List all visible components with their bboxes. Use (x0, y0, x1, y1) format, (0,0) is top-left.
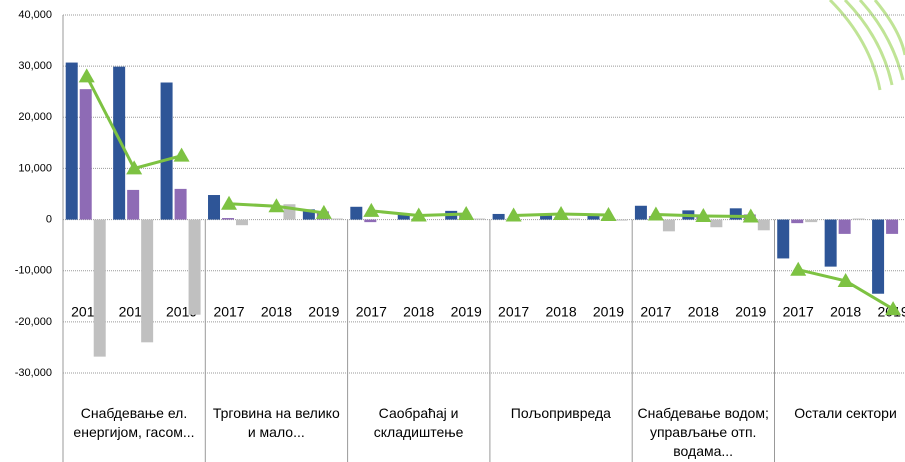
y-tick-label: 0 (46, 213, 52, 225)
bar (302, 209, 315, 220)
x-tick-label: 2018 (830, 304, 861, 320)
group-label: Пољопривреда (510, 405, 611, 421)
bar (350, 206, 363, 220)
bar (113, 66, 126, 220)
bar (222, 218, 235, 220)
y-tick-label: 20,000 (18, 111, 52, 123)
marker (790, 261, 807, 276)
bar (79, 89, 92, 220)
bar (364, 219, 377, 223)
marker (837, 272, 854, 287)
x-tick-label: 2018 (688, 304, 719, 320)
marker (600, 206, 617, 221)
bar (729, 208, 742, 220)
x-tick-label: 2018 (261, 304, 292, 320)
x-tick-label: 2017 (213, 304, 244, 320)
bar (160, 82, 173, 220)
marker (126, 160, 143, 175)
group-label: Снабдевање водом; управљање отп. водама.… (637, 405, 769, 459)
bar (330, 218, 343, 220)
marker (410, 207, 427, 222)
marker (458, 205, 475, 220)
y-tick-label: 30,000 (18, 60, 52, 72)
bar (634, 205, 647, 220)
marker (315, 204, 332, 219)
x-tick-label: 2019 (735, 304, 766, 320)
y-tick-label: -30,000 (15, 367, 52, 379)
marker (173, 147, 190, 162)
x-tick-label: 2019 (308, 304, 339, 320)
group-label: Саобраћај и складиштење (373, 405, 464, 440)
bar (188, 219, 201, 315)
x-tick-label: 2017 (356, 304, 387, 320)
decoration (828, 0, 905, 91)
bar (587, 214, 600, 220)
bar (127, 189, 140, 220)
bar (65, 62, 78, 220)
x-tick-label: 2017 (783, 304, 814, 320)
bar (397, 214, 410, 220)
bar (141, 219, 154, 343)
bar (791, 219, 804, 224)
x-tick-label: 2017 (498, 304, 529, 320)
marker (553, 205, 570, 220)
x-tick-label: 2018 (403, 304, 434, 320)
bar (473, 218, 486, 220)
bar (852, 218, 865, 220)
bar (777, 219, 790, 259)
bar (662, 219, 675, 232)
bar (236, 219, 249, 226)
x-tick-label: 2019 (593, 304, 624, 320)
bar (757, 219, 770, 231)
bar (872, 219, 885, 294)
marker (647, 206, 664, 221)
marker (221, 195, 238, 210)
marker (885, 301, 902, 316)
marker (505, 207, 522, 222)
y-tick-label: -20,000 (15, 316, 52, 328)
bar (710, 219, 723, 228)
group-label: Трговина на велико и мало... (212, 405, 340, 440)
bar (208, 195, 221, 220)
marker (742, 208, 759, 223)
bar (886, 219, 899, 234)
marker (78, 68, 95, 83)
group-label: Остали сектори (794, 405, 897, 421)
marker (363, 202, 380, 217)
y-tick-label: -10,000 (15, 265, 52, 277)
bar (805, 219, 818, 223)
bar (492, 213, 505, 220)
bar (568, 218, 581, 220)
y-tick-label: 40,000 (18, 9, 52, 21)
x-tick-label: 2019 (451, 304, 482, 320)
x-tick-label: 2017 (640, 304, 671, 320)
bar (540, 214, 553, 220)
marker (268, 198, 285, 213)
bar (174, 188, 187, 220)
bar (93, 219, 106, 357)
bar (615, 219, 628, 221)
marker (695, 207, 712, 222)
bar (824, 219, 837, 267)
group-label: Снабдевање ел. енергијом, гасом... (73, 405, 195, 440)
x-tick-label: 2018 (545, 304, 576, 320)
bar (838, 219, 851, 234)
y-tick-label: 10,000 (18, 162, 52, 174)
